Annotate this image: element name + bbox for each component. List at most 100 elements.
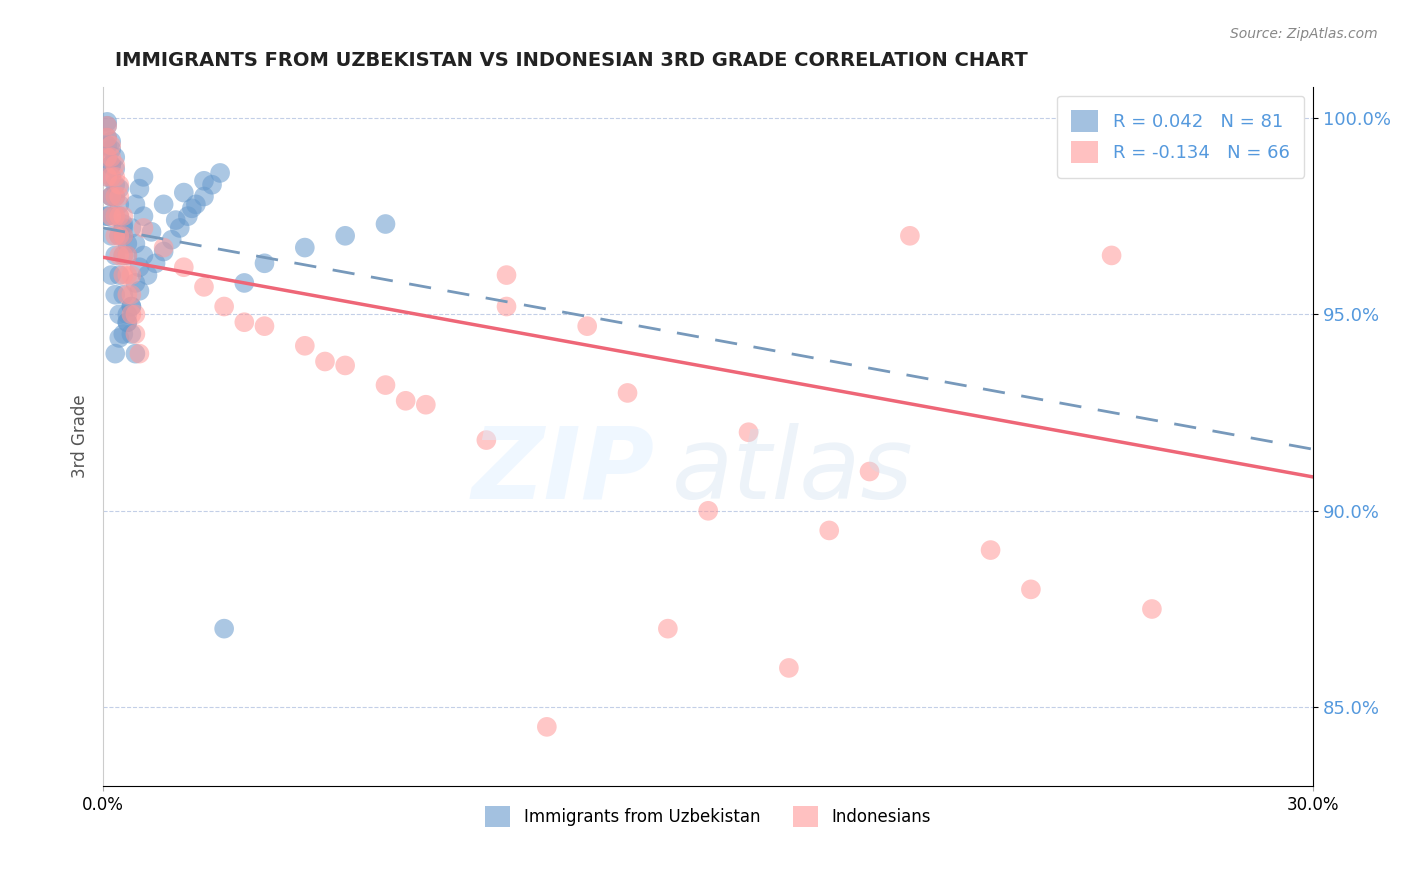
Point bbox=[120, 300, 142, 314]
Point bbox=[576, 319, 599, 334]
Point bbox=[374, 378, 396, 392]
Point bbox=[124, 346, 146, 360]
Point bbox=[253, 256, 276, 270]
Point bbox=[108, 209, 131, 223]
Point bbox=[108, 248, 131, 262]
Point bbox=[117, 287, 139, 301]
Point bbox=[193, 280, 215, 294]
Point bbox=[112, 217, 135, 231]
Point bbox=[145, 256, 167, 270]
Point bbox=[124, 276, 146, 290]
Point bbox=[96, 130, 118, 145]
Point bbox=[212, 300, 235, 314]
Point bbox=[117, 307, 139, 321]
Point bbox=[117, 248, 139, 262]
Point bbox=[104, 150, 127, 164]
Legend: Immigrants from Uzbekistan, Indonesians: Immigrants from Uzbekistan, Indonesians bbox=[478, 800, 938, 833]
Point bbox=[96, 169, 118, 184]
Point bbox=[657, 622, 679, 636]
Point bbox=[100, 138, 122, 153]
Point bbox=[96, 150, 118, 164]
Point bbox=[104, 287, 127, 301]
Point bbox=[132, 169, 155, 184]
Point bbox=[201, 178, 224, 192]
Point bbox=[124, 326, 146, 341]
Point bbox=[112, 248, 135, 262]
Point bbox=[1181, 158, 1204, 172]
Point bbox=[1241, 119, 1264, 133]
Point bbox=[233, 276, 256, 290]
Point bbox=[120, 300, 142, 314]
Point bbox=[184, 197, 207, 211]
Point bbox=[193, 189, 215, 203]
Point bbox=[104, 209, 127, 223]
Point bbox=[104, 169, 127, 184]
Point bbox=[117, 315, 139, 329]
Point bbox=[616, 386, 638, 401]
Point bbox=[120, 326, 142, 341]
Text: ZIP: ZIP bbox=[471, 423, 654, 520]
Point bbox=[100, 169, 122, 184]
Point bbox=[165, 213, 187, 227]
Point bbox=[117, 315, 139, 329]
Point bbox=[96, 150, 118, 164]
Point bbox=[128, 284, 150, 298]
Point bbox=[128, 181, 150, 195]
Point bbox=[100, 150, 122, 164]
Point bbox=[333, 359, 356, 373]
Point bbox=[177, 209, 200, 223]
Point bbox=[112, 268, 135, 282]
Point bbox=[96, 169, 118, 184]
Point bbox=[128, 346, 150, 360]
Point bbox=[160, 233, 183, 247]
Point bbox=[108, 189, 131, 203]
Point bbox=[333, 228, 356, 243]
Point bbox=[112, 248, 135, 262]
Point bbox=[374, 217, 396, 231]
Point bbox=[100, 209, 122, 223]
Point bbox=[96, 209, 118, 223]
Point bbox=[108, 228, 131, 243]
Point bbox=[100, 142, 122, 156]
Point bbox=[104, 248, 127, 262]
Point bbox=[141, 225, 163, 239]
Point bbox=[294, 339, 316, 353]
Point bbox=[193, 174, 215, 188]
Point bbox=[112, 228, 135, 243]
Point bbox=[898, 228, 921, 243]
Point bbox=[117, 268, 139, 282]
Y-axis label: 3rd Grade: 3rd Grade bbox=[72, 394, 89, 478]
Point bbox=[100, 135, 122, 149]
Point bbox=[112, 326, 135, 341]
Point bbox=[100, 189, 122, 203]
Point bbox=[858, 465, 880, 479]
Point bbox=[294, 241, 316, 255]
Text: atlas: atlas bbox=[672, 423, 914, 520]
Point bbox=[124, 236, 146, 251]
Point bbox=[96, 209, 118, 223]
Point bbox=[108, 228, 131, 243]
Point bbox=[96, 119, 118, 133]
Point bbox=[104, 178, 127, 192]
Point bbox=[495, 268, 517, 282]
Point bbox=[100, 268, 122, 282]
Point bbox=[132, 221, 155, 235]
Point bbox=[253, 319, 276, 334]
Point bbox=[818, 524, 841, 538]
Point bbox=[173, 186, 195, 200]
Point bbox=[132, 248, 155, 262]
Point bbox=[100, 169, 122, 184]
Point bbox=[132, 209, 155, 223]
Point bbox=[737, 425, 759, 440]
Point bbox=[117, 236, 139, 251]
Point bbox=[108, 181, 131, 195]
Point bbox=[100, 158, 122, 172]
Point bbox=[108, 209, 131, 223]
Point bbox=[136, 268, 159, 282]
Point bbox=[169, 221, 191, 235]
Point bbox=[1261, 150, 1284, 164]
Point bbox=[495, 300, 517, 314]
Text: Source: ZipAtlas.com: Source: ZipAtlas.com bbox=[1230, 27, 1378, 41]
Point bbox=[112, 287, 135, 301]
Point bbox=[180, 202, 202, 216]
